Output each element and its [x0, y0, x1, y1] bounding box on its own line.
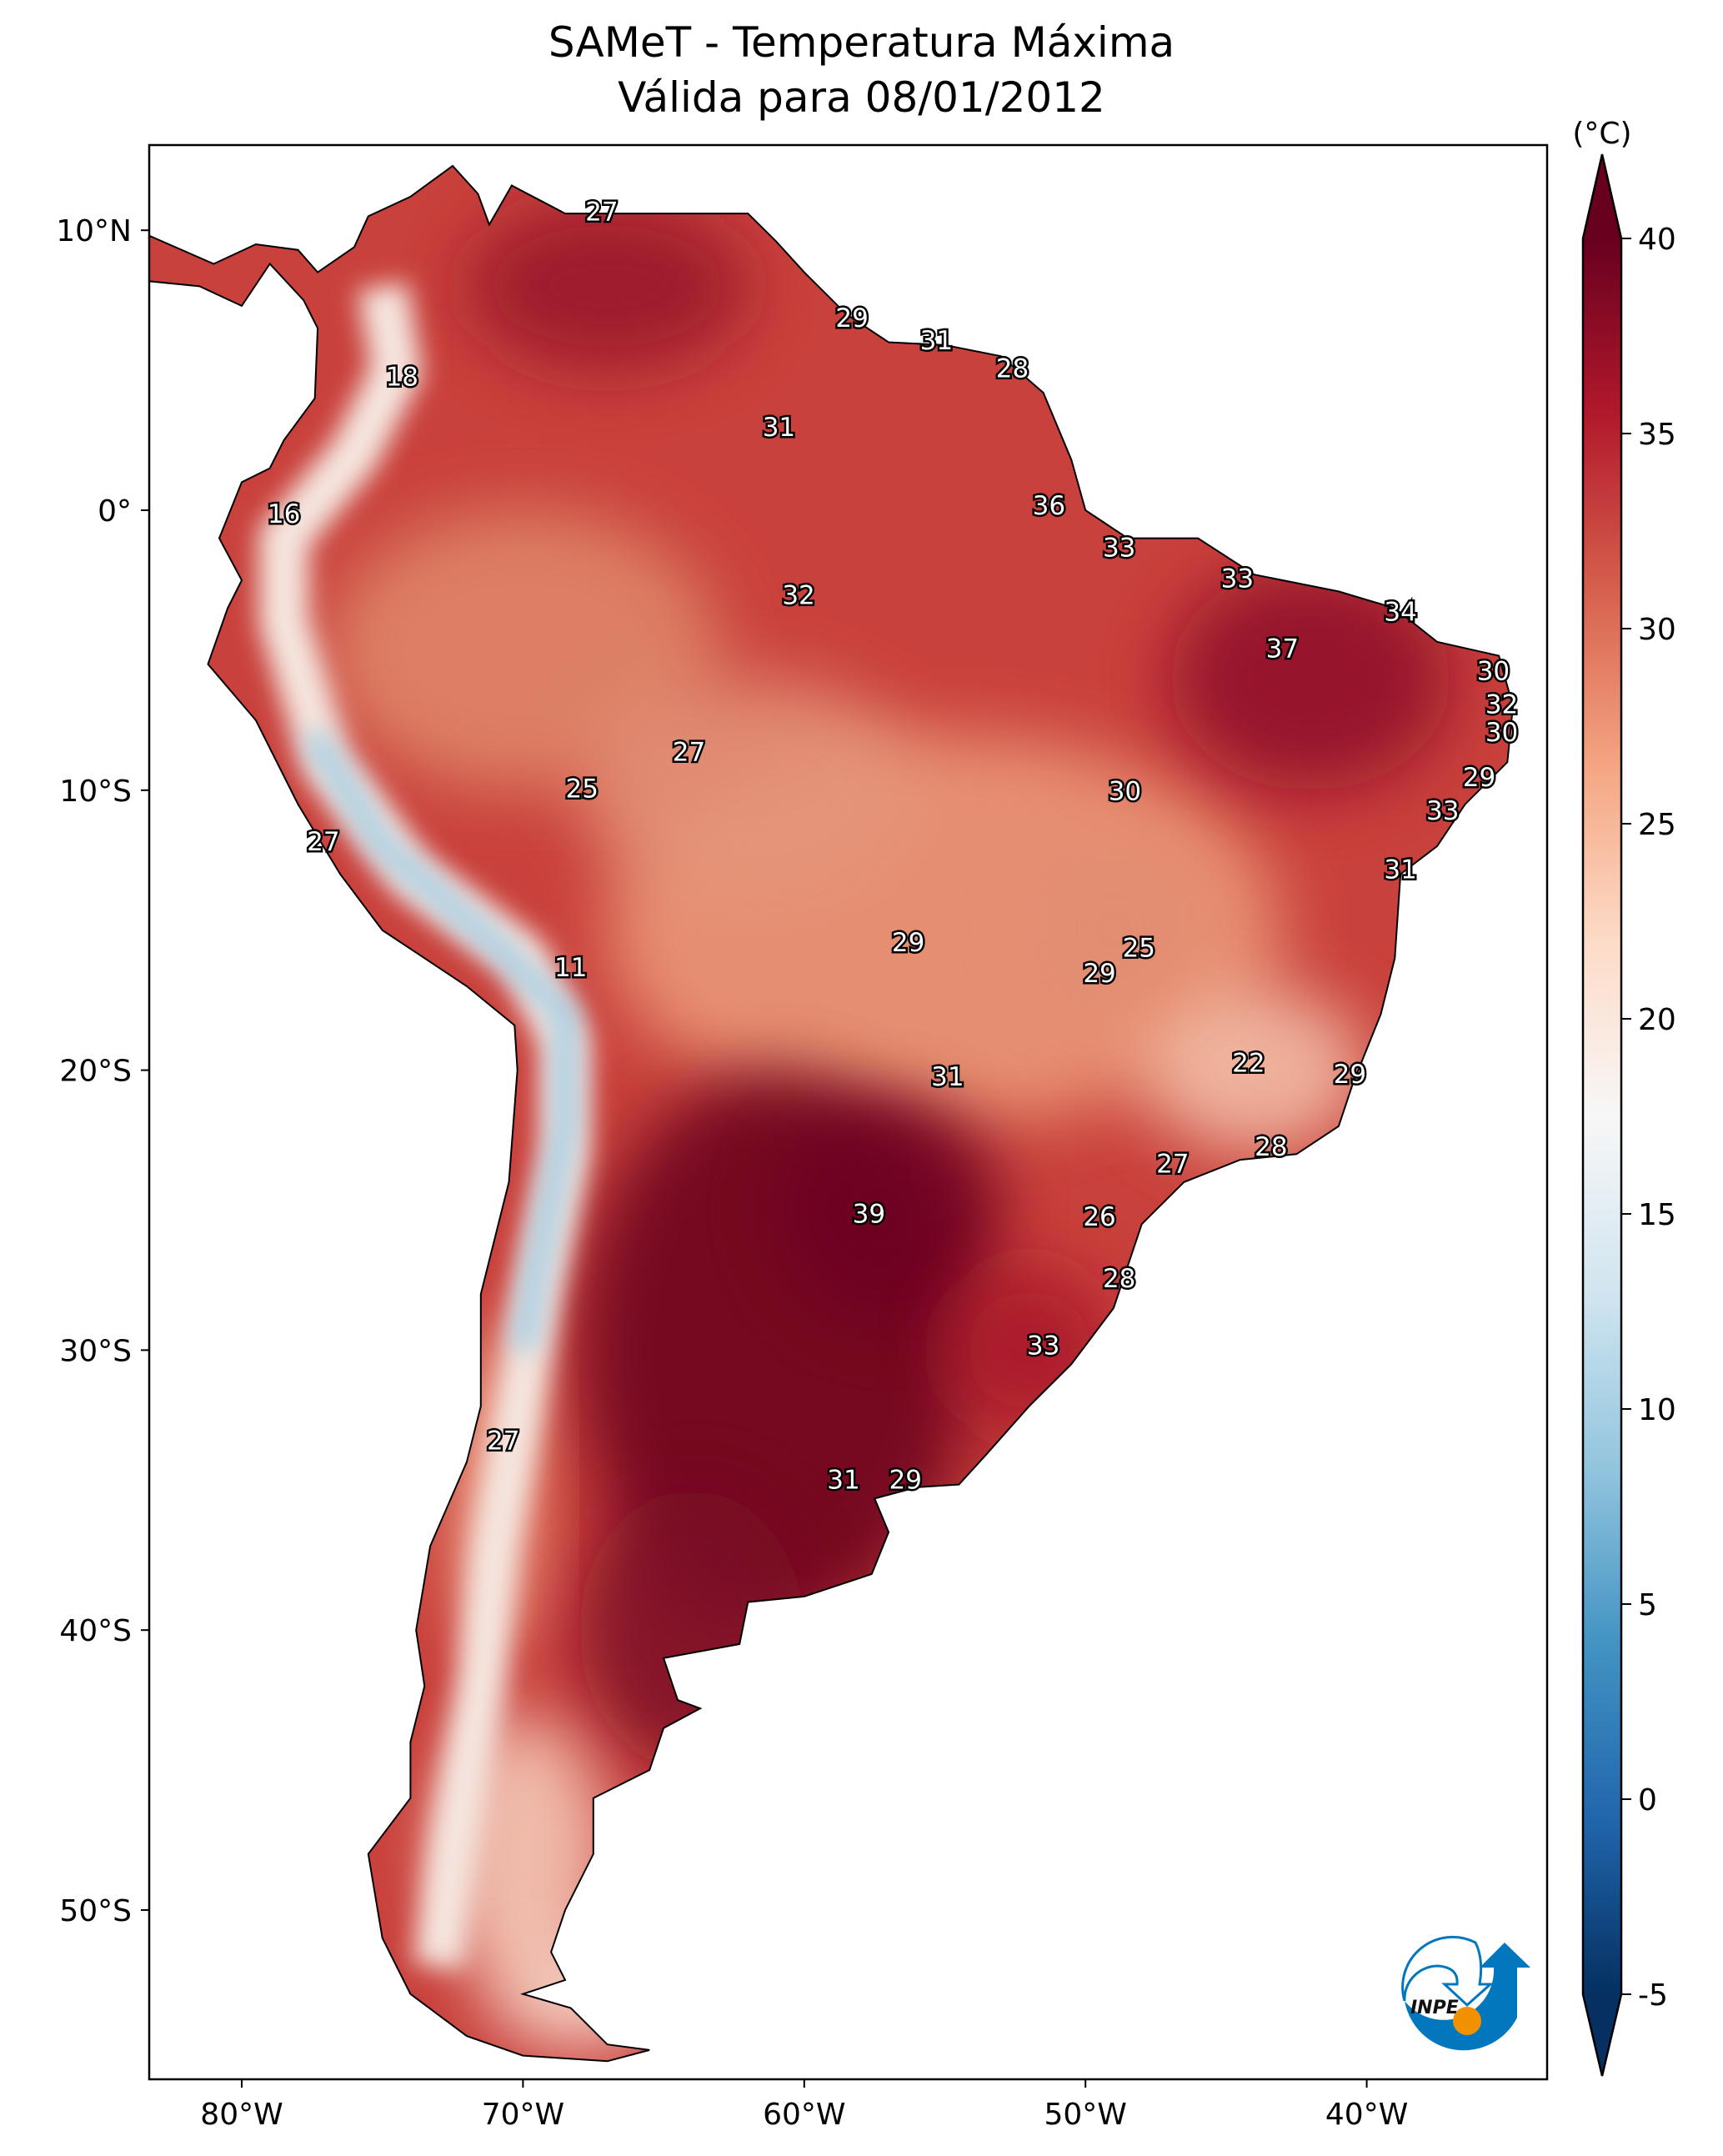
value-label: 33 [1027, 1331, 1059, 1361]
colorbar-tick-label: 40 [1638, 223, 1676, 257]
colorbar-tick-label: -5 [1638, 1978, 1668, 2013]
value-label: 28 [1255, 1132, 1287, 1162]
value-label: 29 [892, 928, 924, 958]
x-tick-label: 70°W [482, 2098, 564, 2132]
colorbar-tick-label: 20 [1638, 1003, 1676, 1037]
x-tick-label: 60°W [763, 2098, 845, 2132]
value-label: 22 [1232, 1048, 1265, 1078]
y-tick-label: 10°N [56, 214, 132, 248]
colorbar-extend-min [1583, 1994, 1621, 2076]
field-blob [776, 1098, 1001, 1322]
chart-title-line1: SAMeT - Temperatura Máxima [548, 18, 1175, 67]
value-label: 16 [268, 499, 300, 529]
map-frame [148, 143, 1549, 2081]
value-label: 39 [853, 1200, 885, 1230]
value-label: 11 [554, 953, 587, 983]
value-label: 27 [673, 738, 705, 768]
colorbar-tick-label: 5 [1638, 1588, 1657, 1622]
value-label: 31 [920, 326, 953, 356]
value-label: 37 [1266, 634, 1299, 664]
y-tick-label: 50°S [59, 1894, 132, 1928]
field-blob [1170, 566, 1451, 790]
value-label: 32 [1485, 690, 1518, 720]
colorbar-tick-label: 30 [1638, 613, 1676, 647]
value-label: 33 [1426, 796, 1459, 826]
colorbar-tick-label: 15 [1638, 1198, 1676, 1232]
value-label: 31 [1384, 855, 1416, 885]
value-label: 29 [835, 303, 868, 333]
value-label: 31 [763, 413, 795, 443]
colorbar-tick-label: 10 [1638, 1393, 1676, 1427]
value-label: 29 [1334, 1060, 1366, 1090]
colorbar-tick-label: 0 [1638, 1783, 1657, 1818]
field-blob [579, 678, 917, 903]
value-label: 30 [1109, 777, 1141, 807]
chart-title-line2: Válida para 08/01/2012 [618, 73, 1105, 122]
value-label: 36 [1033, 491, 1065, 521]
x-tick-label: 40°W [1325, 2098, 1408, 2132]
field-blob [467, 202, 749, 371]
colorbar: 40 35 30 25 20 15 10 5 0 -5 [1581, 153, 1676, 2077]
value-label: 32 [782, 581, 814, 611]
value-label: 33 [1103, 534, 1135, 564]
value-label: 26 [1083, 1202, 1115, 1232]
value-label: 30 [1477, 656, 1510, 686]
colorbar-tick-label: 25 [1638, 808, 1676, 842]
value-label: 28 [1103, 1264, 1135, 1294]
y-tick-label: 30°S [59, 1334, 132, 1368]
value-label: 31 [827, 1466, 859, 1496]
x-axis: 80°W 70°W 60°W 50°W 40°W [200, 2079, 1408, 2132]
colorbar-extend-max [1583, 154, 1621, 238]
andes-cold-band [301, 727, 579, 1352]
inpe-logo: INPE [1401, 1935, 1530, 2051]
x-tick-label: 50°W [1044, 2098, 1126, 2132]
value-label: 25 [1123, 934, 1155, 964]
value-label: 27 [1156, 1149, 1189, 1179]
value-label: 29 [1463, 763, 1495, 793]
y-tick-label: 10°S [59, 775, 132, 809]
field-blob [1029, 845, 1199, 1015]
coastline [149, 164, 1515, 2063]
value-label: 27 [307, 827, 339, 857]
y-tick-label: 40°S [59, 1614, 132, 1648]
value-label: 27 [585, 198, 618, 228]
value-label: 28 [996, 354, 1029, 384]
value-label: 34 [1384, 598, 1416, 628]
field-blob [579, 1490, 804, 1771]
colorbar-gradient [1583, 238, 1621, 1994]
inpe-logo-text: INPE [1410, 1998, 1459, 2018]
field-blob [1141, 985, 1367, 1155]
value-label: 18 [386, 363, 418, 393]
value-label: 25 [566, 774, 599, 804]
value-label: 27 [487, 1426, 519, 1457]
value-label: 29 [889, 1466, 922, 1496]
value-label: 29 [1083, 959, 1115, 989]
y-axis: 10°N 0° 10°S 20°S 30°S 40°S 50°S [56, 214, 149, 1928]
value-label: 31 [931, 1062, 964, 1092]
value-label: 30 [1485, 718, 1518, 748]
y-tick-label: 20°S [59, 1055, 132, 1089]
y-tick-label: 0° [98, 494, 132, 529]
colorbar-unit-label: (°C) [1572, 117, 1631, 151]
colorbar-tick-label: 35 [1638, 418, 1676, 452]
value-label: 33 [1221, 564, 1254, 594]
x-tick-label: 80°W [200, 2098, 283, 2132]
